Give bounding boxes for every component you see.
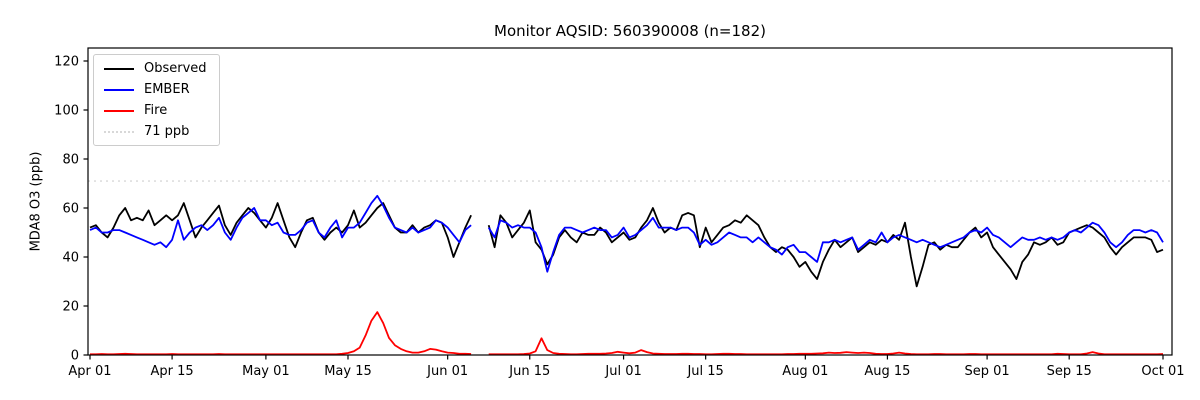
x-tick-label: Oct 01 <box>1141 364 1184 379</box>
x-tick-label: Aug 15 <box>864 364 910 379</box>
x-tick-label: Aug 01 <box>782 364 828 379</box>
y-tick-label: 100 <box>54 104 79 119</box>
y-tick-label: 120 <box>54 55 79 70</box>
legend-label: Observed <box>144 61 207 76</box>
x-tick-label: Jul 15 <box>686 364 723 379</box>
observed-line <box>487 207 1164 288</box>
ember-line-swatch <box>104 88 134 91</box>
x-tick-label: Jun 01 <box>426 364 468 379</box>
legend-label: 71 ppb <box>144 124 190 139</box>
observed-line-swatch <box>104 67 134 70</box>
y-tick-label: 80 <box>62 153 79 168</box>
x-tick-label: Apr 15 <box>151 364 194 379</box>
x-tick-label: May 15 <box>324 364 372 379</box>
threshold-line-swatch <box>104 130 134 133</box>
x-tick-label: Jul 01 <box>604 364 641 379</box>
y-tick-label: 0 <box>71 349 79 364</box>
x-tick-label: May 01 <box>242 364 290 379</box>
chart-title: Monitor AQSID: 560390008 (n=182) <box>494 22 766 40</box>
x-tick-label: Sep 15 <box>1047 364 1092 379</box>
legend-label: Fire <box>144 103 168 118</box>
y-tick-label: 40 <box>62 251 79 266</box>
legend-label: EMBER <box>144 82 190 97</box>
x-tick-label: Apr 01 <box>68 364 111 379</box>
fire-line <box>90 311 472 356</box>
y-axis-label: MDA8 O3 (ppb) <box>28 151 44 252</box>
y-tick-label: 20 <box>62 300 79 315</box>
fire-line-swatch <box>104 109 134 112</box>
x-tick-label: Jun 15 <box>508 364 550 379</box>
observed-line <box>89 202 472 258</box>
legend: Observed EMBER Fire 71 ppb <box>93 54 220 146</box>
ember-line <box>487 216 1164 273</box>
legend-item-threshold: 71 ppb <box>104 125 207 138</box>
x-tick-label: Sep 01 <box>965 364 1010 379</box>
fire-line <box>488 337 1164 356</box>
y-tick-label: 60 <box>62 202 79 217</box>
legend-item-ember: EMBER <box>104 83 207 96</box>
legend-item-fire: Fire <box>104 104 207 117</box>
plot-frame <box>87 47 1173 356</box>
ember-line <box>89 194 472 249</box>
legend-item-observed: Observed <box>104 62 207 75</box>
